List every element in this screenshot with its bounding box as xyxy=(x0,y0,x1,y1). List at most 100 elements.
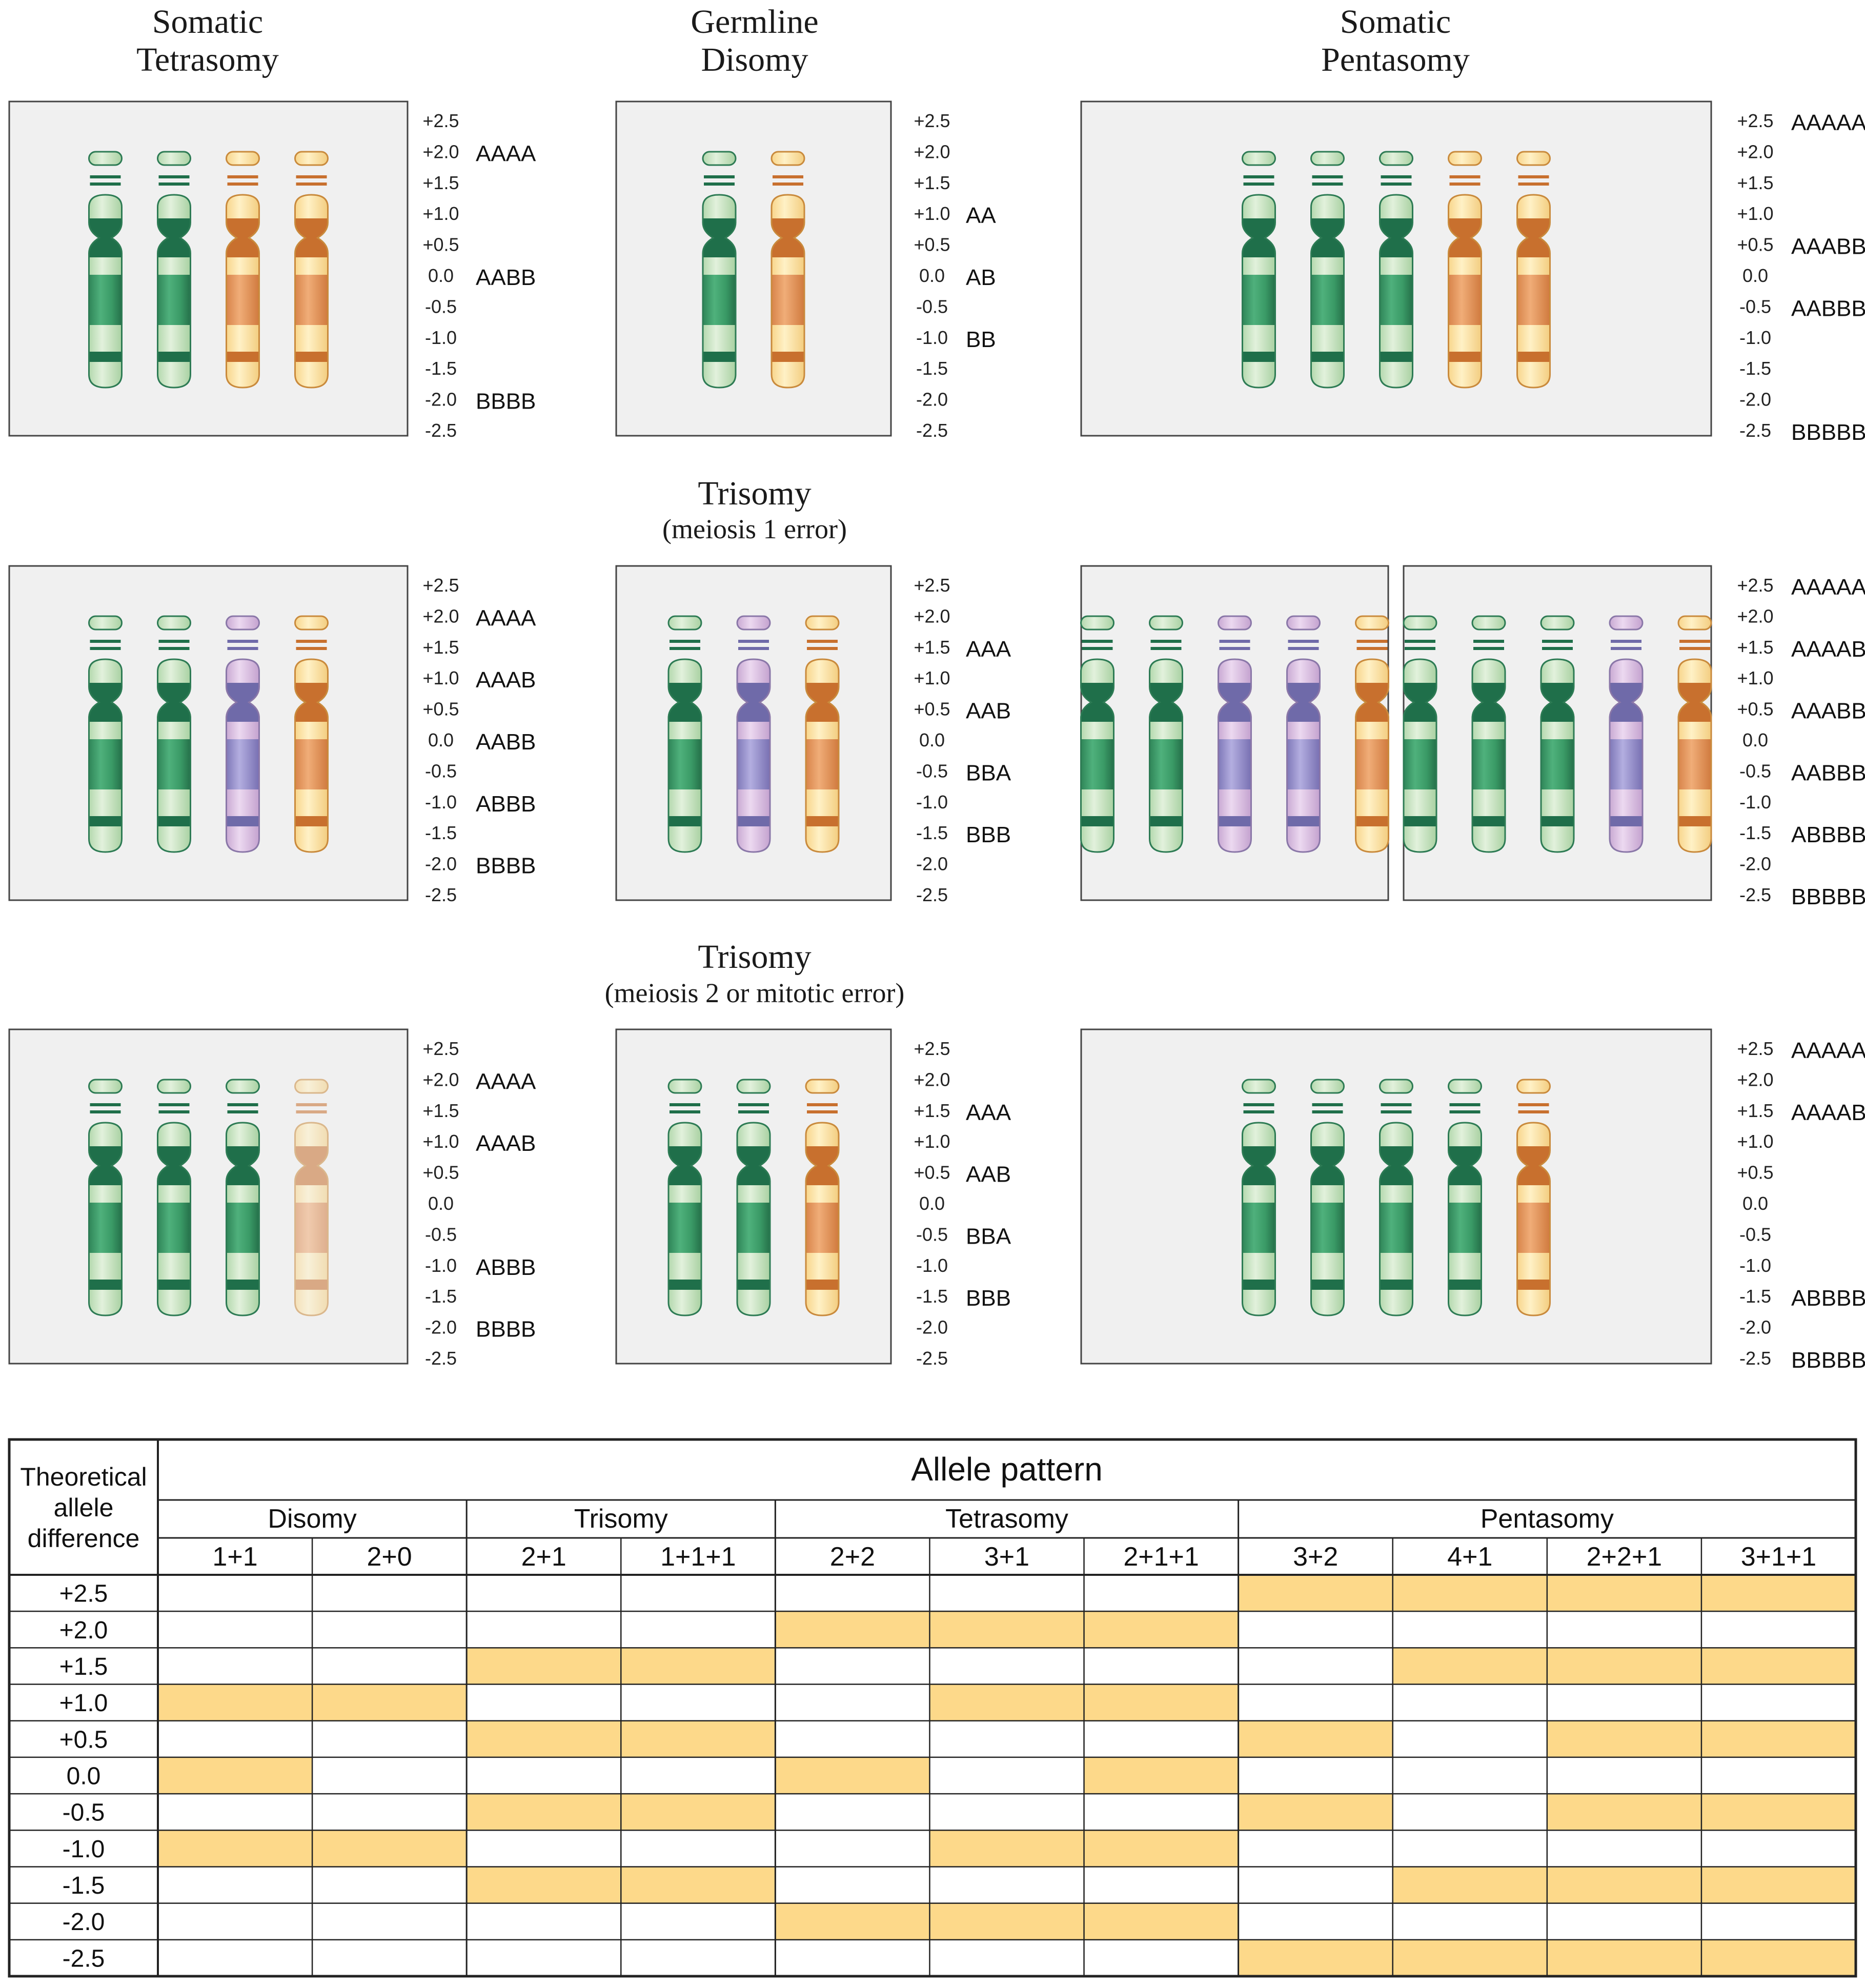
scale-tick: +0.5 xyxy=(914,1162,950,1183)
panel-group-tetrasomy-row3: +2.5+2.0+1.5+1.0+0.50.0-0.5-1.0-1.5-2.0-… xyxy=(9,1029,536,1369)
scale-tick: -1.0 xyxy=(1739,327,1771,348)
chromosome-bands xyxy=(772,195,804,393)
table-row-label: +2.0 xyxy=(59,1617,108,1644)
chromosome-stalk-line xyxy=(90,1103,121,1106)
scale-tick: +1.0 xyxy=(422,1131,459,1152)
table-column-header: 4+1 xyxy=(1447,1542,1492,1572)
chromosome-bands xyxy=(1449,195,1482,393)
chromosome-stalk-line xyxy=(90,1110,121,1113)
table-cell-highlighted xyxy=(158,1830,312,1867)
scale-tick: +1.0 xyxy=(1737,667,1773,688)
scale-tick: -2.5 xyxy=(916,884,948,905)
scale-tick: 0.0 xyxy=(919,729,945,750)
chromosome-satellite xyxy=(703,152,736,165)
table-row-label: -0.5 xyxy=(63,1799,105,1827)
header-germline-disomy-line1: Germline xyxy=(691,3,818,40)
chromosome-stalk-line xyxy=(1450,175,1481,178)
scale-tick: -2.5 xyxy=(1739,420,1771,441)
scale-tick: -2.5 xyxy=(425,420,457,441)
table-cell xyxy=(1393,1721,1547,1757)
table-cell xyxy=(1393,1903,1547,1940)
chromosome-stalk-line xyxy=(1405,647,1435,650)
table-cell xyxy=(775,1575,929,1611)
table-cell xyxy=(1547,1685,1701,1721)
scale-tick: +2.0 xyxy=(1737,1069,1773,1090)
chromosome-bands xyxy=(1150,659,1183,857)
table-cell-highlighted xyxy=(1547,1867,1701,1903)
table-cell-highlighted xyxy=(1701,1867,1856,1903)
header-trisomy-m2-title: Trisomy xyxy=(698,938,811,976)
header-trisomy-m1-subtitle: (meiosis 1 error) xyxy=(662,514,847,544)
chromosome-bands xyxy=(89,1123,122,1321)
scale-tick: +2.0 xyxy=(422,1069,459,1090)
chromosome-bands xyxy=(1517,1123,1550,1321)
chromosome-stalk-line xyxy=(296,640,327,643)
chromosome-stalk-line xyxy=(1312,1103,1343,1106)
table-cell-highlighted xyxy=(775,1611,929,1648)
chromosome-satellite xyxy=(1449,152,1482,165)
table-cell xyxy=(312,1903,467,1940)
table-row-label: -2.5 xyxy=(63,1945,105,1972)
chromosome-stalk-line xyxy=(738,640,769,643)
chromosome-stalk-line xyxy=(1611,647,1641,650)
chromosome-bands xyxy=(1404,659,1436,857)
table-cell-highlighted xyxy=(467,1648,621,1684)
chromosome-satellite xyxy=(1243,152,1275,165)
scale-tick: -2.0 xyxy=(1739,854,1771,875)
header-somatic-pentasomy: Somatic Pentasomy xyxy=(1321,3,1470,78)
table-cell xyxy=(1084,1794,1239,1830)
chromosome-stalk-line xyxy=(1381,175,1412,178)
chromosome-stalk-line xyxy=(1244,1103,1274,1106)
chromosome-panel xyxy=(9,566,408,900)
chromosome-stalk-line xyxy=(1405,640,1435,643)
chromosome-satellite xyxy=(158,152,191,165)
chromosome-bands xyxy=(227,1123,259,1321)
genotype-label: ABBBB xyxy=(1791,822,1865,847)
scale-tick: -2.5 xyxy=(1739,884,1771,905)
chromosome-bands xyxy=(703,195,736,393)
scale-tick: -2.0 xyxy=(1739,1317,1771,1338)
chromosome-satellite xyxy=(737,1080,770,1093)
scale-tick: -1.0 xyxy=(916,1255,948,1276)
table-cell-highlighted xyxy=(1084,1903,1239,1940)
table-cell xyxy=(1547,1830,1701,1867)
chromosome-stalk-line xyxy=(228,175,258,178)
genotype-label: AAAA xyxy=(476,605,536,631)
chromosome-stalk-line xyxy=(1244,182,1274,186)
table-cell xyxy=(775,1940,929,1976)
table-cell-highlighted xyxy=(1547,1575,1701,1611)
header-trisomy-meiosis1: Trisomy (meiosis 1 error) xyxy=(662,475,847,544)
table-cell xyxy=(312,1611,467,1648)
genotype-label: AAAAB xyxy=(1791,1100,1865,1125)
chromosome-stalk-line xyxy=(1151,647,1182,650)
chromosome-satellite xyxy=(227,616,259,630)
header-somatic-pentasomy-line1: Somatic xyxy=(1340,3,1451,40)
chromosome-satellite xyxy=(1517,152,1550,165)
chromosome-satellite xyxy=(89,1080,122,1093)
table-cell xyxy=(467,1940,621,1976)
chromosome-bands xyxy=(1610,659,1643,857)
table-cell xyxy=(1701,1611,1856,1648)
chromosome-stalk-line xyxy=(159,640,190,643)
chromosome-satellite xyxy=(772,152,804,165)
chromosome-stalk-line xyxy=(1244,1110,1274,1113)
genotype-label: ABBB xyxy=(476,792,536,817)
scale-tick: +2.5 xyxy=(1737,575,1773,596)
chromosome-bands xyxy=(668,659,701,857)
table-cell xyxy=(1239,1867,1393,1903)
scale-tick: +2.5 xyxy=(1737,110,1773,131)
chromosome-stalk-line xyxy=(1381,1103,1412,1106)
scale-tick: +2.5 xyxy=(422,110,459,131)
table-cell xyxy=(1239,1685,1393,1721)
chromosome-stalk-line xyxy=(159,1110,190,1113)
genotype-label: AAABB xyxy=(1791,234,1865,259)
genotype-label: BBBBB xyxy=(1791,1348,1865,1373)
chromosome-satellite xyxy=(1311,152,1344,165)
scale-tick: -1.5 xyxy=(425,358,457,379)
scale-tick: -2.0 xyxy=(1739,389,1771,410)
genotype-label: AAAAB xyxy=(1791,637,1865,662)
chromosome-bands xyxy=(158,1123,191,1321)
table-row-label: -2.0 xyxy=(63,1909,105,1936)
table-cell xyxy=(1084,1721,1239,1757)
table-title: Allele pattern xyxy=(911,1451,1103,1488)
